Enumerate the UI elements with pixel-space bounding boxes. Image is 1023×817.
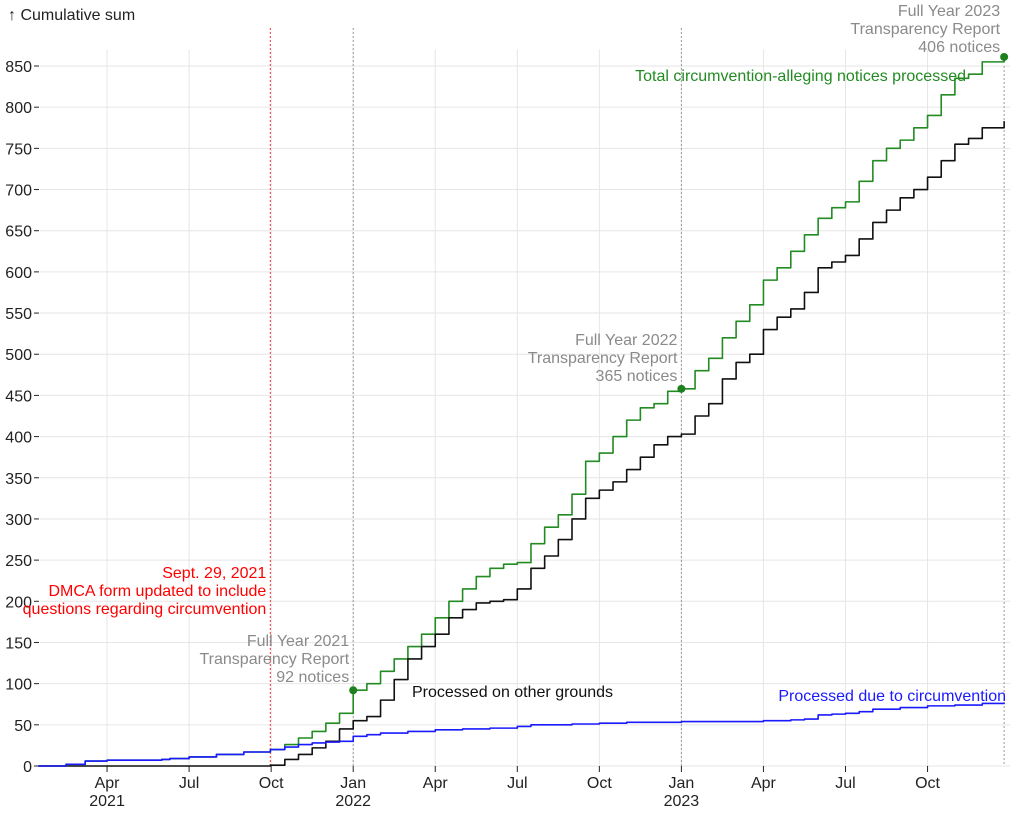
report-marker-dot — [1000, 52, 1009, 61]
annotation-line: Transparency Report — [199, 651, 349, 668]
annotation-line: 92 notices — [276, 669, 349, 686]
y-tick-label: 800 — [5, 100, 32, 117]
y-tick-label: 650 — [5, 224, 32, 241]
annotation-line: 406 notices — [918, 39, 1000, 56]
series-line — [37, 121, 1005, 767]
annotation-line: Sept. 29, 2021 — [162, 565, 266, 582]
dmca-annotation: Sept. 29, 2021 DMCA form updated to inclu… — [23, 565, 267, 618]
report2021-annotation: Full Year 2021 Transparency Report 92 noti… — [199, 633, 349, 686]
report-marker-dot — [677, 384, 686, 393]
x-tick-label: Jul — [835, 775, 855, 792]
x-tick-label: Apr — [751, 775, 777, 792]
x-tick-label: Oct — [915, 775, 940, 792]
annotations: Full Year 2021 Transparency Report 92 noti… — [23, 3, 1001, 686]
annotation-line: Full Year 2021 — [247, 633, 349, 650]
x-tick-label: Oct — [259, 775, 284, 792]
annotation-line: questions regarding circumvention — [23, 601, 267, 618]
series-line — [37, 56, 1005, 767]
annotation-line: DMCA form updated to include — [48, 583, 266, 600]
y-tick-label: 750 — [5, 141, 32, 158]
x-tick-year: 2022 — [335, 793, 371, 810]
y-tick-label: 450 — [5, 388, 32, 405]
y-tick-label: 700 — [5, 183, 32, 200]
y-axis-title: ↑ Cumulative sum — [8, 7, 135, 24]
y-tick-label: 550 — [5, 306, 32, 323]
report-markers — [349, 52, 1009, 695]
series-labels: Total circumvention-alleging notices pro… — [412, 68, 1006, 705]
y-tick-label: 400 — [5, 430, 32, 447]
report2022-annotation: Full Year 2022 Transparency Report 365 not… — [528, 332, 678, 385]
x-tick-label: Jul — [507, 775, 527, 792]
annotation-line: Transparency Report — [850, 21, 1000, 38]
y-tick-label: 250 — [5, 553, 32, 570]
x-tick-year: 2023 — [664, 793, 700, 810]
x-tick-label: Apr — [95, 775, 121, 792]
annotation-line: Transparency Report — [528, 350, 678, 367]
y-tick-label: 0 — [23, 759, 32, 776]
x-tick-label: Jul — [179, 775, 199, 792]
y-tick-label: 150 — [5, 635, 32, 652]
x-tick-label: Oct — [587, 775, 612, 792]
x-tick-label: Jan — [340, 775, 366, 792]
series-lines — [37, 56, 1005, 767]
y-tick-label: 350 — [5, 471, 32, 488]
y-tick-label: 100 — [5, 677, 32, 694]
y-axis: 0 50 100 150 200 250 300 350 400 450 500 550 600 650 7… — [5, 59, 39, 776]
report2023-annotation: Full Year 2023 Transparency Report 406 not… — [850, 3, 1000, 56]
y-tick-label: 500 — [5, 347, 32, 364]
report-marker-dot — [349, 686, 358, 695]
y-tick-label: 200 — [5, 594, 32, 611]
x-tick-label: Apr — [423, 775, 449, 792]
x-tick-year: 2021 — [89, 793, 125, 810]
y-tick-label: 300 — [5, 512, 32, 529]
y-tick-label: 850 — [5, 59, 32, 76]
y-tick-label: 50 — [14, 718, 32, 735]
y-gridlines — [40, 65, 1010, 767]
series-label: Total circumvention-alleging notices pro… — [635, 68, 966, 85]
series-line — [37, 702, 1005, 767]
annotation-line: Full Year 2023 — [898, 3, 1000, 20]
series-label: Processed on other grounds — [412, 684, 613, 701]
series-label: Processed due to circumvention — [778, 688, 1006, 705]
x-tick-label: Jan — [669, 775, 695, 792]
annotation-rules — [269, 28, 1005, 766]
annotation-line: 365 notices — [596, 368, 678, 385]
y-tick-label: 600 — [5, 265, 32, 282]
annotation-line: Full Year 2022 — [575, 332, 677, 349]
